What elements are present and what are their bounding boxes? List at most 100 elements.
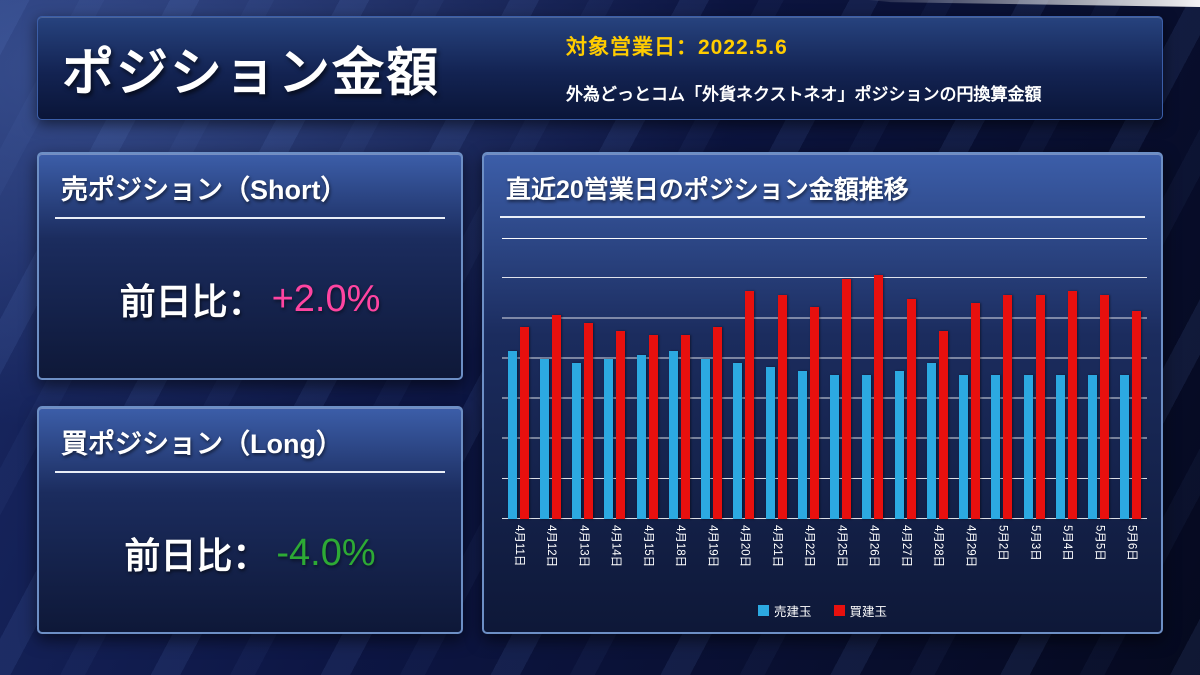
x-axis-label: 5月2日 — [996, 525, 1009, 561]
x-axis-label-wrap: 5月2日 — [986, 521, 1018, 593]
bar-売建玉 — [507, 351, 517, 519]
x-axis-label: 5月6日 — [1125, 525, 1138, 561]
long-position-panel: 買ポジション（Long） 前日比： -4.0% — [37, 406, 463, 634]
bar-売建玉 — [668, 351, 678, 519]
bar-売建玉 — [991, 375, 1001, 519]
legend-item: 売建玉 — [757, 601, 812, 620]
bar-買建玉 — [777, 295, 787, 519]
bar-売建玉 — [959, 375, 969, 519]
x-axis-label-wrap: 4月21日 — [760, 521, 792, 593]
short-change-value: +2.0% — [271, 277, 381, 320]
chart-x-labels: 4月11日 4月12日 4月13日 4月14日 4月15日 4月18日 4月19日 4月20日… — [502, 521, 1147, 593]
x-axis-label-wrap: 5月3日 — [1018, 521, 1050, 593]
short-position-panel: 売ポジション（Short） 前日比： +2.0% — [37, 152, 463, 380]
bar-売建玉 — [733, 363, 743, 519]
bar-売建玉 — [636, 355, 646, 519]
x-axis-label: 4月11日 — [512, 525, 525, 567]
bar-group — [889, 239, 921, 519]
bar-買建玉 — [906, 299, 916, 519]
x-axis-label: 4月27日 — [899, 525, 912, 568]
long-panel-body: 前日比： -4.0% — [39, 473, 461, 633]
bar-group — [857, 239, 889, 519]
x-axis-label: 4月18日 — [674, 525, 687, 568]
short-panel-title: 売ポジション（Short） — [55, 154, 445, 219]
x-axis-label: 4月12日 — [545, 525, 558, 568]
x-axis-label-wrap: 4月18日 — [663, 521, 695, 593]
x-axis-label: 4月25日 — [835, 525, 848, 568]
bar-売建玉 — [539, 359, 549, 519]
bar-買建玉 — [842, 279, 852, 519]
chart-title: 直近20営業日のポジション金額推移 — [500, 154, 1145, 218]
x-axis-label: 4月21日 — [770, 525, 783, 568]
bar-買建玉 — [648, 335, 658, 519]
bar-group — [599, 239, 631, 519]
x-axis-label-wrap: 4月13日 — [567, 521, 599, 593]
x-axis-label-wrap: 4月15日 — [631, 521, 663, 593]
bar-買建玉 — [1100, 295, 1110, 519]
bar-group — [1018, 239, 1050, 519]
bar-group — [696, 239, 728, 519]
x-axis-label-wrap: 4月28日 — [921, 521, 953, 593]
long-change-value: -4.0% — [276, 531, 376, 574]
bar-売建玉 — [572, 363, 582, 519]
bar-買建玉 — [809, 307, 819, 519]
x-axis-label-wrap: 4月22日 — [792, 521, 824, 593]
page-title: ポジション金額 — [62, 44, 441, 103]
x-axis-label: 5月4日 — [1061, 525, 1074, 561]
x-axis-label-wrap: 4月27日 — [889, 521, 921, 593]
bar-買建玉 — [938, 331, 948, 519]
header: ポジション金額 対象営業日：2022.5.6 外為どっとコム「外貨ネクストネオ」… — [37, 16, 1163, 120]
bar-group — [792, 239, 824, 519]
bar-売建玉 — [862, 375, 872, 519]
bar-group — [760, 239, 792, 519]
bar-売建玉 — [926, 363, 936, 519]
bar-買建玉 — [971, 303, 981, 519]
bar-group — [954, 239, 986, 519]
bar-売建玉 — [830, 375, 840, 519]
bar-買建玉 — [680, 335, 690, 519]
long-change-label: 前日比： — [124, 535, 269, 576]
bar-売建玉 — [1088, 375, 1098, 519]
bar-売建玉 — [1023, 375, 1033, 519]
bar-買建玉 — [1003, 295, 1013, 519]
bar-買建玉 — [874, 275, 884, 519]
x-axis-label-wrap: 5月5日 — [1083, 521, 1115, 593]
x-axis-label-wrap: 4月19日 — [696, 521, 728, 593]
long-panel-title: 買ポジション（Long） — [55, 408, 445, 473]
bar-買建玉 — [1067, 291, 1077, 519]
x-axis-label: 4月28日 — [932, 525, 945, 568]
bar-売建玉 — [701, 359, 711, 519]
legend-label: 売建玉 — [773, 605, 812, 619]
bar-group — [1115, 239, 1147, 519]
x-axis-label: 4月22日 — [803, 525, 816, 568]
x-axis-label-wrap: 5月6日 — [1115, 521, 1147, 593]
bar-売建玉 — [604, 359, 614, 519]
x-axis-label-wrap: 4月11日 — [502, 521, 534, 593]
bar-買建玉 — [745, 291, 755, 519]
bar-売建玉 — [894, 371, 904, 519]
bar-group — [567, 239, 599, 519]
bar-group — [825, 239, 857, 519]
bar-売建玉 — [1120, 375, 1130, 519]
x-axis-label: 4月15日 — [641, 525, 654, 568]
x-axis-label-wrap: 4月29日 — [954, 521, 986, 593]
bar-買建玉 — [519, 327, 529, 519]
chart-plot — [502, 238, 1147, 519]
header-right: 対象営業日：2022.5.6 外為どっとコム「外貨ネクストネオ」ポジションの円換… — [566, 31, 1146, 109]
x-axis-label: 4月13日 — [577, 525, 590, 568]
bar-売建玉 — [797, 371, 807, 519]
bar-買建玉 — [584, 323, 594, 519]
x-axis-label: 4月19日 — [706, 525, 719, 568]
bar-買建玉 — [1132, 311, 1142, 519]
legend-label: 買建玉 — [849, 605, 888, 619]
x-axis-label: 5月5日 — [1093, 525, 1106, 561]
bar-買建玉 — [1035, 295, 1045, 519]
bar-group — [728, 239, 760, 519]
bar-売建玉 — [765, 367, 775, 519]
x-axis-label: 4月26日 — [867, 525, 880, 568]
bar-group — [502, 239, 534, 519]
short-change-label: 前日比： — [119, 281, 264, 322]
bar-買建玉 — [713, 327, 723, 519]
x-axis-label: 4月14日 — [609, 525, 622, 568]
